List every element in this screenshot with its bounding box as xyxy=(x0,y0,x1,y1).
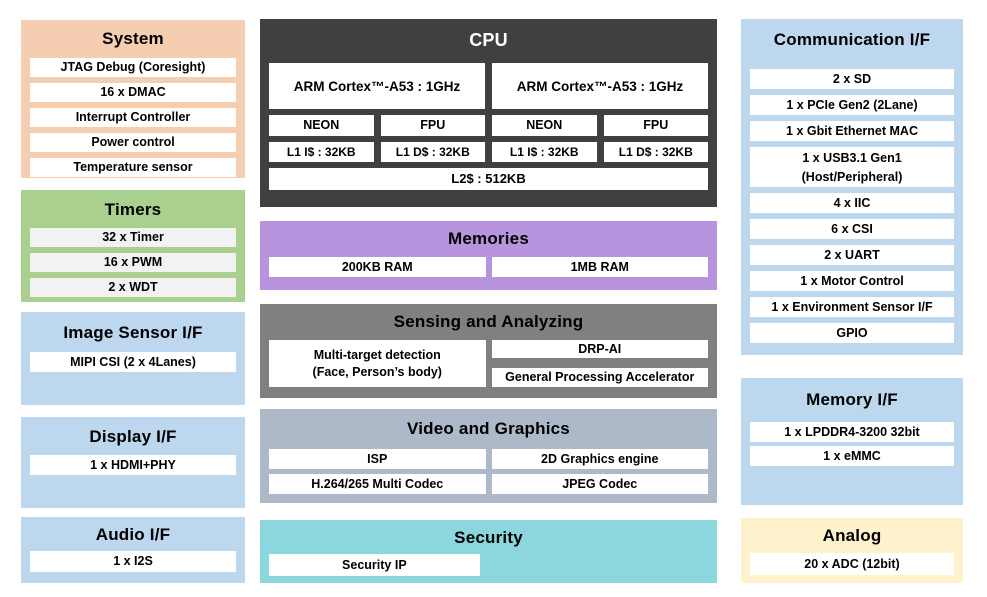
cpu-fpu-1: FPU xyxy=(603,115,708,136)
communication-if-title: Communication I/F xyxy=(773,30,931,49)
memories-cell-200kb-ram: 200KB RAM xyxy=(269,257,486,277)
comm-row-pcie: 1 x PCIe Gen2 (2Lane) xyxy=(750,95,954,115)
sensing-cell-gpa: General Processing Accelerator xyxy=(491,368,708,387)
memories-cell-1mb-ram: 1MB RAM xyxy=(491,257,708,277)
image-sensor-row-mipi-csi: MIPI CSI (2 x 4Lanes) xyxy=(30,352,236,372)
audio-row-i2s: 1 x I2S xyxy=(30,551,236,572)
display-if-title: Display I/F xyxy=(89,427,177,446)
image-sensor-if-rows: MIPI CSI (2 x 4Lanes) xyxy=(30,352,236,372)
memif-row-emmc: 1 x eMMC xyxy=(750,446,954,466)
comm-row-gpio: GPIO xyxy=(750,323,954,343)
cpu-l1-dcache-1: L1 D$ : 32KB xyxy=(603,142,708,162)
analog-rows: 20 x ADC (12bit) xyxy=(750,553,954,575)
comm-row-uart: 2 x UART xyxy=(750,245,954,265)
comm-row-ethernet: 1 x Gbit Ethernet MAC xyxy=(750,121,954,141)
sensing-cell-multi-target: Multi-target detection (Face, Person’s b… xyxy=(269,340,486,387)
analog-block: Analog 20 x ADC (12bit) xyxy=(741,518,963,583)
video-cell-multi-codec: H.264/265 Multi Codec xyxy=(269,474,486,494)
cpu-l1-icache-0: L1 I$ : 32KB xyxy=(269,142,374,162)
system-row-dmac: 16 x DMAC xyxy=(30,83,236,102)
cpu-core-1: ARM Cortex™-A53 : 1GHz xyxy=(492,63,708,109)
system-title: System xyxy=(102,29,164,48)
cpu-l1-dcache-0: L1 D$ : 32KB xyxy=(380,142,485,162)
comm-row-environment-sensor: 1 x Environment Sensor I/F xyxy=(750,297,954,317)
comm-row-iic: 4 x IIC xyxy=(750,193,954,213)
audio-if-title: Audio I/F xyxy=(95,525,171,544)
security-block: Security Security IP xyxy=(260,520,717,583)
cpu-l2-cache: L2$ : 512KB xyxy=(269,168,708,190)
memory-if-rows: 1 x LPDDR4-3200 32bit 1 x eMMC xyxy=(750,422,954,466)
memories-block: Memories 200KB RAM 1MB RAM xyxy=(260,221,717,290)
sensing-cell-drp-ai: DRP-AI xyxy=(491,340,708,358)
analog-row-adc: 20 x ADC (12bit) xyxy=(750,553,954,575)
memif-row-lpddr4: 1 x LPDDR4-3200 32bit xyxy=(750,422,954,442)
cpu-neon-0: NEON xyxy=(269,115,374,136)
sensing-analyzing-title: Sensing and Analyzing xyxy=(393,312,584,331)
memories-grid: 200KB RAM 1MB RAM xyxy=(269,257,708,277)
display-if-rows: 1 x HDMI+PHY xyxy=(30,455,236,475)
security-rows: Security IP xyxy=(269,554,708,576)
security-row-security-ip: Security IP xyxy=(269,554,480,576)
audio-if-block: Audio I/F 1 x I2S xyxy=(21,517,245,583)
sensing-grid: DRP-AI Multi-target detection (Face, Per… xyxy=(269,340,708,387)
comm-row-sd: 2 x SD xyxy=(750,69,954,89)
system-rows: JTAG Debug (Coresight) 16 x DMAC Interru… xyxy=(30,58,236,177)
cpu-l1-icache-1: L1 I$ : 32KB xyxy=(492,142,597,162)
video-graphics-title: Video and Graphics xyxy=(407,419,570,438)
comm-row-csi: 6 x CSI xyxy=(750,219,954,239)
system-row-interrupt: Interrupt Controller xyxy=(30,108,236,127)
cpu-neon-1: NEON xyxy=(492,115,597,136)
video-cell-isp: ISP xyxy=(269,449,486,469)
analog-title: Analog xyxy=(822,526,882,545)
cpu-block: CPU ARM Cortex™-A53 : 1GHz ARM Cortex™-A… xyxy=(260,19,717,207)
cpu-core-0: ARM Cortex™-A53 : 1GHz xyxy=(269,63,485,109)
comm-row-motor-control: 1 x Motor Control xyxy=(750,271,954,291)
comm-row-usb: 1 x USB3.1 Gen1 (Host/Peripheral) xyxy=(750,147,954,187)
timers-title: Timers xyxy=(104,200,162,219)
cpu-title: CPU xyxy=(469,30,508,50)
display-row-hdmi: 1 x HDMI+PHY xyxy=(30,455,236,475)
image-sensor-if-block: Image Sensor I/F MIPI CSI (2 x 4Lanes) xyxy=(21,312,245,405)
memory-if-title: Memory I/F xyxy=(806,390,898,409)
timers-rows: 32 x Timer 16 x PWM 2 x WDT xyxy=(30,228,236,297)
communication-if-rows: 2 x SD 1 x PCIe Gen2 (2Lane) 1 x Gbit Et… xyxy=(750,69,954,343)
timers-row-wdt: 2 x WDT xyxy=(30,278,236,297)
timers-row-pwm: 16 x PWM xyxy=(30,253,236,272)
audio-if-rows: 1 x I2S xyxy=(30,551,236,572)
system-block: System JTAG Debug (Coresight) 16 x DMAC … xyxy=(21,20,245,178)
communication-if-block: Communication I/F 2 x SD 1 x PCIe Gen2 (… xyxy=(741,19,963,355)
video-cell-2d-graphics: 2D Graphics engine xyxy=(491,449,708,469)
cpu-fpu-0: FPU xyxy=(380,115,485,136)
system-row-power: Power control xyxy=(30,133,236,152)
memory-if-block: Memory I/F 1 x LPDDR4-3200 32bit 1 x eMM… xyxy=(741,378,963,505)
video-cell-jpeg-codec: JPEG Codec xyxy=(491,474,708,494)
security-title: Security xyxy=(454,528,523,547)
cpu-grid: ARM Cortex™-A53 : 1GHz ARM Cortex™-A53 :… xyxy=(269,63,708,190)
timers-row-timer: 32 x Timer xyxy=(30,228,236,247)
image-sensor-if-title: Image Sensor I/F xyxy=(63,323,203,342)
display-if-block: Display I/F 1 x HDMI+PHY xyxy=(21,417,245,508)
sensing-analyzing-block: Sensing and Analyzing DRP-AI Multi-targe… xyxy=(260,304,717,398)
video-graphics-block: Video and Graphics ISP 2D Graphics engin… xyxy=(260,409,717,503)
video-graphics-grid: ISP 2D Graphics engine H.264/265 Multi C… xyxy=(269,449,708,494)
timers-block: Timers 32 x Timer 16 x PWM 2 x WDT xyxy=(21,190,245,302)
memories-title: Memories xyxy=(448,229,529,248)
system-row-jtag: JTAG Debug (Coresight) xyxy=(30,58,236,77)
system-row-temperature: Temperature sensor xyxy=(30,158,236,177)
